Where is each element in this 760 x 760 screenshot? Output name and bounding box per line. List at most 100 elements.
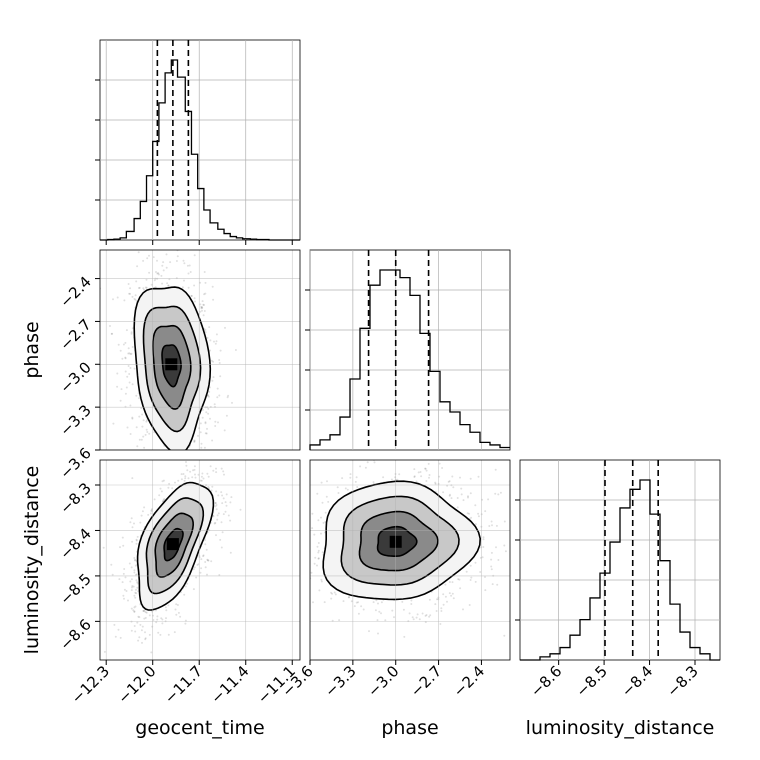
scatter-point (480, 546, 483, 549)
scatter-point (93, 331, 95, 333)
scatter-point (184, 475, 187, 478)
scatter-point (313, 533, 316, 536)
scatter-point (206, 573, 208, 576)
scatter-point (181, 286, 184, 289)
scatter-point (162, 269, 165, 272)
scatter-point (311, 512, 314, 515)
scatter-point (214, 501, 217, 504)
scatter-point (138, 616, 141, 619)
scatter-point (202, 303, 205, 306)
scatter-point (218, 359, 221, 361)
scatter-point (143, 609, 146, 612)
scatter-point (144, 616, 147, 619)
scatter-point (125, 329, 128, 332)
scatter-point (458, 578, 461, 581)
histogram-step-line (100, 59, 300, 241)
scatter-point (113, 623, 116, 626)
scatter-point (131, 540, 134, 543)
scatter-point (410, 599, 413, 602)
scatter-point (192, 469, 194, 472)
scatter-point (151, 452, 153, 454)
scatter-point (144, 611, 147, 614)
scatter-point (207, 559, 210, 562)
scatter-point (134, 298, 137, 301)
scatter-point (203, 271, 206, 273)
scatter-point (469, 477, 472, 480)
scatter-point (134, 564, 137, 567)
scatter-point (403, 452, 405, 454)
scatter-point (204, 566, 207, 569)
scatter-point (102, 546, 105, 549)
scatter-point (117, 343, 120, 346)
scatter-point (193, 439, 196, 442)
scatter-point (474, 523, 477, 526)
scatter-point (215, 504, 218, 506)
scatter-point (425, 480, 428, 482)
scatter-point (468, 604, 471, 606)
scatter-point (133, 606, 136, 609)
x-tick-label: −11.7 (161, 662, 206, 707)
scatter-point (208, 386, 211, 389)
scatter-point (160, 274, 163, 277)
y-tick-label: −3.3 (56, 401, 94, 439)
scatter-point (317, 557, 320, 560)
scatter-point (456, 497, 459, 499)
scatter-point (129, 353, 132, 356)
scatter-point (154, 609, 157, 612)
scatter-point (142, 287, 145, 290)
scatter-point (229, 519, 232, 522)
scatter-point (123, 588, 126, 591)
scatter-point (150, 651, 153, 654)
scatter-point (469, 492, 472, 495)
contour-line (151, 324, 192, 410)
scatter-point (160, 617, 163, 620)
scatter-point (373, 461, 376, 464)
y-tick-label: −3.0 (56, 358, 94, 396)
scatter-point (134, 294, 137, 297)
scatter-point (347, 596, 350, 599)
scatter-point (146, 257, 149, 260)
scatter-point (185, 461, 187, 463)
scatter-point (375, 599, 378, 602)
scatter-point (214, 342, 217, 345)
scatter-point (417, 471, 420, 474)
scatter-point (141, 425, 144, 428)
scatter-point (112, 298, 114, 301)
scatter-point (303, 541, 305, 543)
scatter-point (143, 617, 146, 620)
scatter-point (188, 452, 190, 454)
scatter-point (225, 414, 228, 417)
scatter-point (199, 456, 201, 458)
scatter-point (142, 609, 145, 612)
scatter-point (193, 566, 196, 569)
scatter-point (205, 432, 208, 435)
scatter-point (192, 588, 195, 591)
scatter-point (157, 454, 159, 456)
scatter-point (336, 486, 339, 489)
scatter-point (119, 349, 122, 352)
x-axis-label-phase: phase (381, 717, 438, 739)
scatter-point (317, 549, 320, 552)
scatter-point (429, 614, 432, 617)
scatter-point (449, 493, 451, 496)
scatter-point (200, 479, 203, 482)
scatter-point (145, 428, 148, 431)
scatter-point (128, 292, 131, 295)
scatter-point (122, 343, 125, 346)
y-tick-label: −3.6 (56, 444, 94, 482)
scatter-point (488, 525, 491, 527)
scatter-point (171, 487, 174, 490)
scatter-point (135, 542, 138, 545)
scatter-point (143, 506, 146, 509)
scatter-point (142, 610, 145, 612)
scatter-point (144, 433, 147, 436)
scatter-point (474, 504, 477, 507)
scatter-point (487, 498, 490, 501)
scatter-point (355, 601, 358, 604)
scatter-point (442, 491, 445, 494)
scatter-point (470, 516, 473, 519)
scatter-point (207, 485, 210, 488)
scatter-point (229, 501, 232, 504)
scatter-point (133, 571, 136, 574)
x-tick-label: −3.0 (364, 662, 402, 700)
